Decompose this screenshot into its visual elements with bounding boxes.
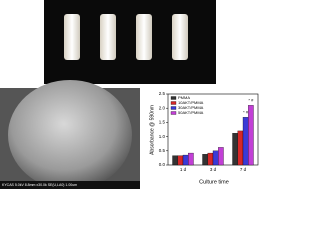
bar bbox=[207, 152, 214, 166]
bar bbox=[232, 133, 238, 166]
page: {"chart_data": {"type": "bar", "y_label"… bbox=[0, 0, 259, 189]
x-tick-label: 7 d bbox=[240, 167, 247, 172]
y-tick-label: 0.0 bbox=[159, 162, 166, 167]
annotation: * # bbox=[243, 109, 249, 114]
x-tick-label: 3 d bbox=[210, 167, 217, 172]
bar bbox=[248, 105, 254, 166]
bar bbox=[177, 155, 184, 166]
legend-swatch bbox=[170, 111, 177, 115]
y-tick-label: 2.5 bbox=[159, 91, 166, 96]
legend-swatch bbox=[170, 96, 177, 100]
y-axis-label: Absorbance @ 590nm bbox=[149, 105, 155, 155]
legend-label: PMMA bbox=[178, 95, 190, 100]
legend-label: 30AKT/PMMA bbox=[178, 105, 204, 110]
bar bbox=[182, 154, 189, 166]
y-tick-label: 2.0 bbox=[159, 105, 166, 110]
legend-swatch bbox=[170, 101, 177, 105]
photo bbox=[44, 0, 216, 84]
legend-label: 50AKT/PMMA bbox=[178, 110, 204, 115]
sem-image: KYCAS 5.0kV 8.8mm x30.0k SE(U,LA0) 1.00u… bbox=[0, 80, 140, 189]
x-tick-label: 1 d bbox=[180, 167, 187, 172]
bar bbox=[237, 130, 244, 166]
legend-label: 10AKT/PMMA bbox=[178, 100, 204, 105]
bar bbox=[188, 152, 194, 166]
figure: KYCAS 5.0kV 8.8mm x30.0k SE(U,LA0) 1.00u… bbox=[0, 0, 259, 189]
annotation: * # bbox=[248, 97, 254, 102]
bar bbox=[242, 117, 249, 166]
bar bbox=[172, 155, 178, 166]
legend-swatch bbox=[170, 106, 177, 110]
x-axis-label: Culture time bbox=[199, 179, 229, 185]
sem-caption: KYCAS 5.0kV 8.8mm x30.0k SE(U,LA0) 1.00u… bbox=[2, 183, 77, 187]
bar bbox=[202, 154, 208, 166]
bar bbox=[218, 147, 224, 166]
bar bbox=[212, 150, 219, 166]
y-tick-label: 1.5 bbox=[159, 120, 166, 125]
y-tick-label: 1.0 bbox=[159, 134, 166, 139]
y-tick-label: 0.5 bbox=[159, 148, 166, 153]
